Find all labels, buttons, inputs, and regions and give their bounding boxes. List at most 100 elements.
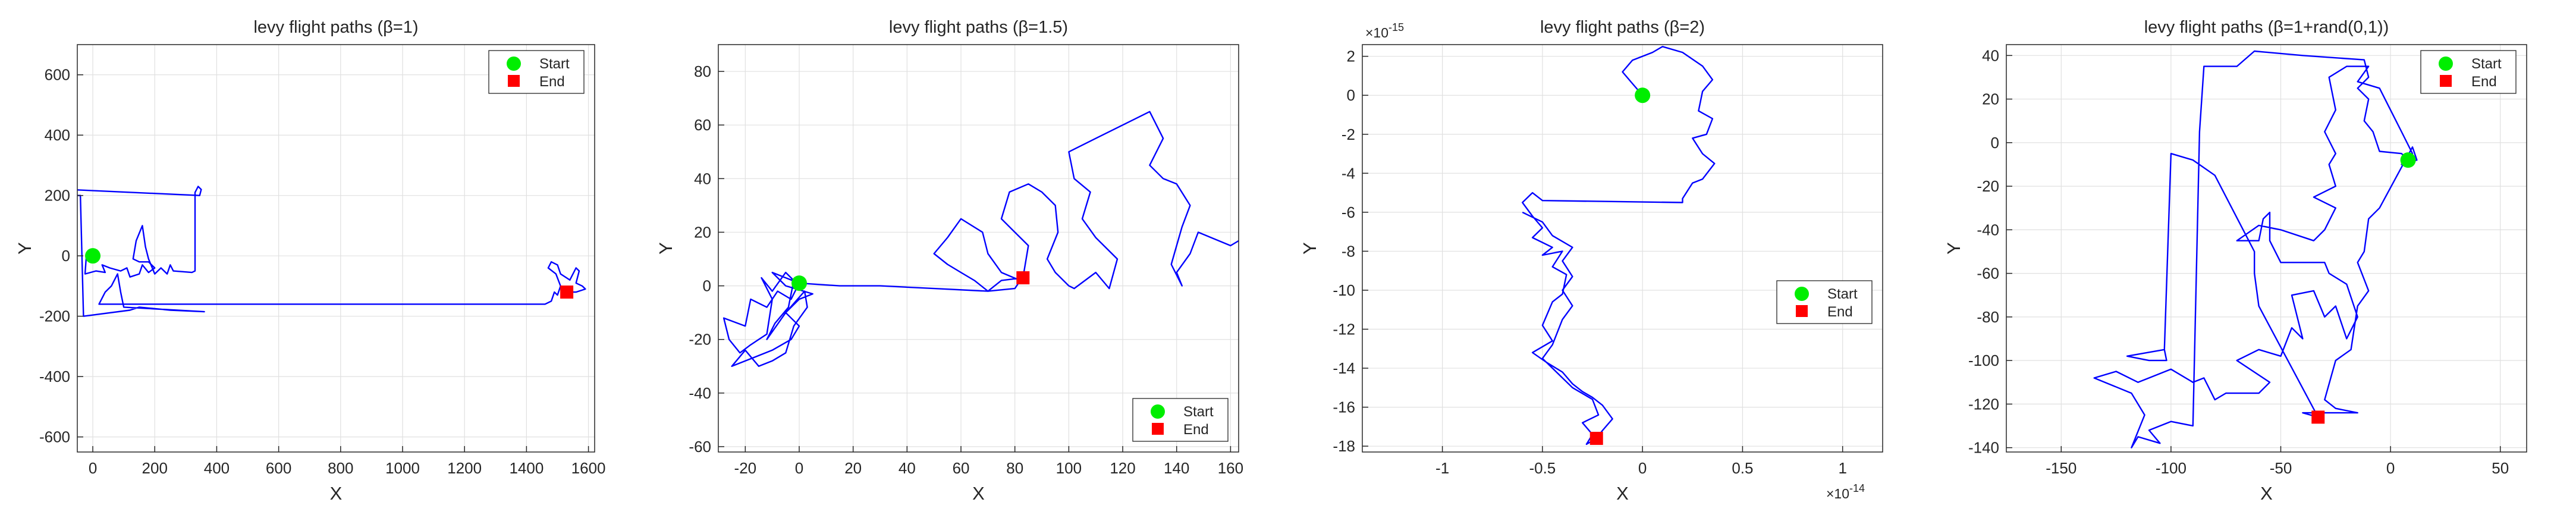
chart3-x-exponent: ×10-14 (1826, 482, 1865, 501)
chart2-legend: Start End (1132, 398, 1229, 442)
chart4-ytick-label-6: -20 (1977, 177, 1999, 195)
chart-panel-2: -20 0 20 40 60 80 100 120 140 160 -60 -40 -20 0 20 40 60… (644, 0, 1288, 521)
chart4-ytick-label-4: -60 (1977, 265, 1999, 283)
chart2-xtick-label-7: 120 (1110, 459, 1135, 477)
chart2-xtick-label-6: 100 (1056, 459, 1082, 477)
chart2-xtick-label-9: 160 (1218, 459, 1243, 477)
chart2-title: levy flight paths (β=1.5) (889, 18, 1068, 37)
chart4-xlabel: X (2260, 483, 2273, 504)
chart2-ytick-label-1: -40 (689, 384, 711, 402)
chart4-flight-path (2093, 50, 2418, 448)
chart3-y-exponent: ×10-15 (1365, 21, 1404, 40)
chart4-axes-box (2006, 44, 2527, 453)
chart3-ytick-label-5: -8 (1342, 242, 1355, 260)
chart1-xtick-label-5: 1000 (385, 459, 420, 477)
chart3-flight-path (1522, 46, 1716, 445)
chart1-ytick-label-1: -400 (39, 368, 70, 385)
chart4-end-marker (2311, 410, 2325, 424)
chart1-xtick-label-8: 1600 (571, 459, 606, 477)
chart4-plot-area (2006, 45, 2527, 452)
chart1-axes-box (77, 44, 595, 453)
chart2-ylabel: Y (655, 242, 676, 255)
chart3-title: levy flight paths (β=2) (1540, 18, 1705, 37)
chart2-axes-box (718, 44, 1239, 453)
chart3-axes-box (1362, 44, 1883, 453)
chart4-start-marker (2400, 152, 2416, 168)
chart1-legend-box (488, 50, 585, 94)
chart4-xtick-label-3: 0 (2386, 459, 2395, 477)
chart-beta-1-5: -20 0 20 40 60 80 100 120 140 160 -60 -40 -20 0 20 40 60… (655, 18, 1243, 504)
chart3-plot-area (1362, 45, 1883, 452)
chart3-ytick-label-9: 0 (1347, 86, 1355, 104)
chart1-xtick-label-3: 600 (266, 459, 291, 477)
chart4-legend-start-swatch (2439, 57, 2453, 71)
chart2-legend-end-label: End (1183, 422, 1209, 438)
chart2-legend-start-label: Start (1183, 404, 1214, 420)
chart-beta-1: 0 200 400 600 800 1000 1200 1400 1600 -600 -400 -20… (14, 18, 606, 504)
chart3-legend-start-swatch (1795, 287, 1809, 301)
chart3-legend-end-label: End (1827, 304, 1853, 320)
chart2-xtick-label-5: 80 (1006, 459, 1023, 477)
chart2-start-marker (791, 275, 808, 291)
chart2-plot-area (718, 45, 1239, 452)
chart1-end-marker (560, 285, 574, 299)
chart4-xtick-label-0: -150 (2046, 459, 2076, 477)
chart1-xtick-label-0: 0 (89, 459, 97, 477)
chart2-xlabel: X (972, 483, 985, 504)
chart3-xtick-label-0: -1 (1435, 459, 1449, 477)
chart3-legend-end-swatch (1796, 305, 1808, 317)
chart2-end-marker (1016, 271, 1030, 285)
chart3-end-marker (1589, 432, 1603, 445)
chart-panel-4: -150 -100 -50 0 50 -140 -120 -100 -80 -60 -40 -20 0 2… (1932, 0, 2576, 521)
chart4-legend: Start End (2420, 50, 2517, 94)
chart3-legend: Start End (1776, 280, 1873, 324)
chart4-title: levy flight paths (β=1+rand(0,1)) (2144, 18, 2389, 37)
chart3-ylabel: Y (1299, 242, 1320, 255)
chart1-ytick-label-4: 200 (45, 187, 70, 205)
chart4-xtick-label-1: -100 (2156, 459, 2187, 477)
chart1-legend-end-label: End (539, 74, 565, 90)
chart4-ytick-label-3: -80 (1977, 308, 1999, 326)
chart3-start-marker (1635, 87, 1651, 103)
chart1-xtick-label-7: 1400 (509, 459, 544, 477)
chart3-ytick-label-3: -12 (1333, 321, 1355, 338)
chart4-legend-end-label: End (2471, 74, 2497, 90)
chart1-legend-start-swatch (507, 57, 521, 71)
chart1-legend: Start End (488, 50, 585, 94)
chart1-ylabel: Y (14, 242, 35, 255)
chart1-start-marker (85, 248, 101, 264)
chart1-xlabel: X (330, 483, 343, 504)
chart1-ytick-label-6: 600 (45, 66, 70, 84)
chart3-ytick-label-8: -2 (1342, 125, 1355, 143)
chart2-ytick-label-0: -60 (689, 438, 711, 456)
chart2-ytick-label-3: 0 (703, 277, 711, 295)
chart1-xtick-label-4: 800 (328, 459, 353, 477)
chart4-ytick-label-7: 0 (1991, 134, 1999, 152)
chart3-xlabel: X (1616, 483, 1629, 504)
chart-panel-3: -1 -0.5 0 0.5 1 -18 -16 -14 -12 -10 -8 -6 -4 -2 0 2 levy… (1288, 0, 1932, 521)
chart2-ytick-label-4: 20 (694, 223, 711, 241)
chart4-ytick-label-9: 40 (1982, 46, 1999, 64)
chart3-ytick-label-0: -18 (1333, 437, 1355, 455)
chart2-xtick-label-3: 40 (899, 459, 916, 477)
chart2-xtick-label-1: 0 (795, 459, 803, 477)
chart4-legend-end-swatch (2440, 75, 2452, 87)
chart-panel-1: 0 200 400 600 800 1000 1200 1400 1600 -600 -400 -20… (0, 0, 644, 521)
chart4-ylabel: Y (1943, 242, 1964, 255)
chart4-ytick-label-5: -40 (1977, 221, 1999, 238)
chart4-ytick-label-2: -100 (1968, 351, 1999, 369)
chart2-legend-end-swatch (1152, 423, 1164, 435)
chart2-legend-box (1132, 398, 1229, 442)
chart1-ytick-label-5: 400 (45, 126, 70, 144)
chart3-xtick-label-2: 0 (1638, 459, 1647, 477)
chart1-legend-end-swatch (508, 75, 520, 87)
chart2-ytick-label-2: -20 (689, 331, 711, 349)
chart-beta-random: -150 -100 -50 0 50 -140 -120 -100 -80 -60 -40 -20 0 2… (1943, 18, 2527, 504)
chart3-legend-start-label: Start (1827, 286, 1858, 302)
chart4-ytick-label-8: 20 (1982, 90, 1999, 108)
chart2-xtick-label-4: 60 (953, 459, 970, 477)
chart2-ytick-label-5: 40 (694, 170, 711, 187)
chart3-ytick-label-6: -6 (1342, 203, 1355, 221)
chart4-xtick-label-4: 50 (2492, 459, 2509, 477)
chart2-legend-start-swatch (1151, 404, 1165, 419)
